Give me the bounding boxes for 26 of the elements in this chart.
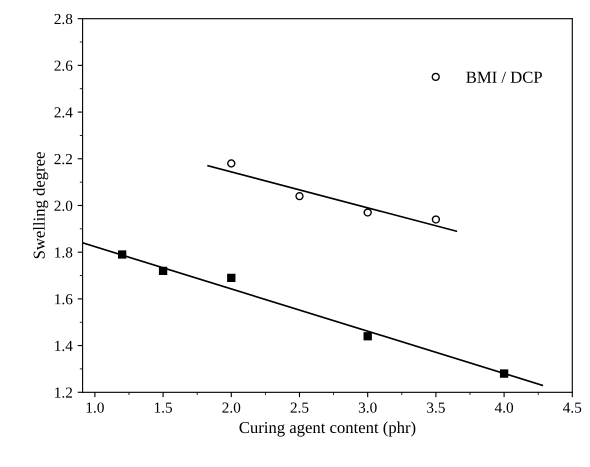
y-tick-label: 2.2 [54, 154, 72, 164]
y-tick-label: 2.8 [54, 14, 72, 24]
point [227, 274, 236, 282]
x-tick-label: 3.0 [358, 402, 377, 413]
x-tick-label: 2.5 [290, 402, 308, 413]
x-axis-title: Curing agent content (phr) [240, 421, 416, 437]
y-tick-label: 2.6 [54, 60, 72, 71]
x-tick-label: 2.0 [222, 402, 240, 413]
x-tick-label: 1.5 [154, 402, 172, 413]
y-tick-label: 1.4 [55, 340, 73, 352]
x-tick-label: 1.0 [86, 402, 104, 413]
x-tick-label: 3.5 [427, 402, 445, 413]
y-tick-label: 1.6 [55, 294, 72, 304]
point [364, 332, 372, 340]
x-tick-label: 4.5 [563, 402, 582, 413]
point [432, 215, 440, 224]
point [295, 192, 304, 200]
legend-label: BMI / DCP [466, 72, 542, 83]
x-tick-label: 4.0 [494, 402, 514, 413]
point [364, 208, 372, 217]
y-tick-label: 1.8 [55, 247, 72, 258]
y-axis-title: Swelling degree [33, 152, 48, 258]
point [227, 159, 236, 168]
y-tick-label: 2.0 [54, 200, 72, 211]
y-tick-label: 2.4 [54, 107, 73, 118]
y-tick-label: 1.2 [55, 387, 72, 398]
